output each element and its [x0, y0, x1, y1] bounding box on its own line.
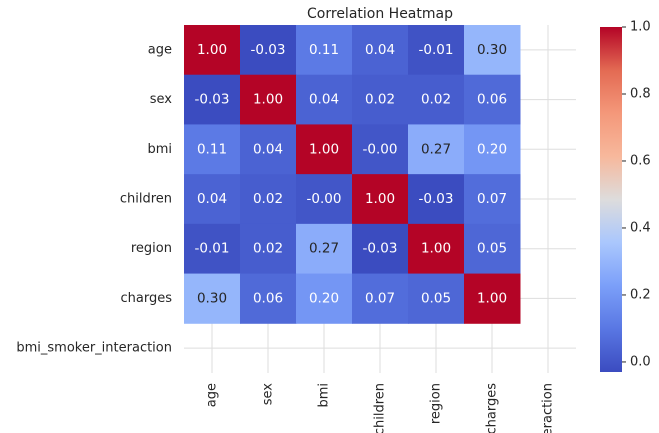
heatmap-cell: [352, 223, 409, 275]
cell-label: 0.05: [477, 241, 507, 257]
cell-label: -0.00: [363, 141, 398, 157]
heatmap-cell: [296, 174, 353, 225]
cell-label: 0.04: [365, 42, 395, 58]
x-tick-label: region: [429, 383, 444, 424]
cell-label: 0.05: [421, 290, 451, 306]
cell-label: -0.01: [195, 241, 230, 257]
y-tick-label: age: [148, 42, 172, 57]
x-tick-label: bmi_smoker_interaction: [541, 383, 556, 433]
heatmap-cell: [408, 273, 465, 324]
heatmap-cell: [464, 25, 521, 76]
y-tick-label: charges: [121, 291, 173, 306]
cell-label: 1.00: [365, 191, 395, 207]
cell-label: -0.03: [195, 92, 230, 108]
cell-label: 0.04: [197, 191, 227, 207]
heatmap-cell: [296, 223, 353, 275]
cell-label: 0.06: [477, 92, 507, 108]
heatmap-cell: [408, 174, 465, 225]
heatmap-cell: [240, 223, 297, 275]
cell-label: 0.27: [421, 141, 451, 157]
heatmap-cell: [296, 124, 353, 175]
y-tick-label: children: [120, 192, 172, 207]
heatmap-cell: [352, 174, 409, 225]
heatmap-cell: [184, 223, 241, 275]
colorbar-tick-label: 0.2: [630, 287, 651, 302]
colorbar-tick-label: 0.6: [630, 153, 651, 168]
cell-label: 0.11: [309, 42, 339, 58]
cell-label: 1.00: [477, 290, 507, 306]
heatmap-cell: [464, 223, 521, 275]
x-tick-label: age: [205, 383, 220, 407]
colorbar-tick-label: 0.8: [630, 86, 651, 101]
cell-label: 1.00: [197, 42, 227, 58]
heatmap-cell: [240, 124, 297, 175]
colorbar-tick-label: 0.0: [630, 354, 651, 369]
cell-label: 0.20: [477, 141, 507, 157]
heatmap-cell: [352, 25, 409, 76]
heatmap-cell: [184, 25, 241, 76]
cell-label: 0.07: [365, 290, 395, 306]
heatmap-cell: [408, 124, 465, 175]
heatmap-cell: [184, 174, 241, 225]
heatmap-cell: [352, 124, 409, 175]
y-tick-label: region: [131, 241, 172, 256]
cell-label: 0.27: [309, 241, 339, 257]
cell-label: 0.02: [421, 92, 451, 108]
heatmap-cell: [240, 174, 297, 225]
cell-label: -0.03: [251, 42, 286, 58]
cell-label: 0.30: [477, 42, 507, 58]
x-tick-label: bmi: [317, 383, 332, 408]
heatmap-cell: [240, 25, 297, 76]
cell-label: 1.00: [253, 92, 283, 108]
heatmap-cell: [296, 74, 353, 125]
cell-label: 0.02: [365, 92, 395, 108]
heatmap-cell: [296, 273, 353, 324]
cell-label: 0.06: [253, 290, 283, 306]
heatmap-cell: [464, 273, 521, 324]
heatmap-cell: [184, 124, 241, 175]
cell-label: 0.04: [309, 92, 339, 108]
colorbar-tick-label: 0.4: [630, 220, 651, 235]
cell-label: -0.03: [363, 241, 398, 257]
y-tick-label: bmi_smoker_interaction: [16, 341, 172, 356]
heatmap-cell: [408, 223, 465, 275]
heatmap-cell: [184, 74, 241, 125]
cell-label: 1.00: [421, 241, 451, 257]
x-tick-label: charges: [485, 383, 500, 433]
y-tick-label: bmi: [147, 142, 172, 157]
heatmap-cell: [464, 74, 521, 125]
heatmap-cell: [464, 124, 521, 175]
heatmap-cell: [464, 174, 521, 225]
colorbar-tick-label: 1.0: [630, 20, 651, 35]
cell-label: -0.03: [419, 191, 454, 207]
cell-label: -0.01: [419, 42, 454, 58]
cell-label: 0.02: [253, 241, 283, 257]
x-tick-label: sex: [261, 383, 276, 406]
cell-label: 0.02: [253, 191, 283, 207]
heatmap-cell: [352, 74, 409, 125]
heatmap-cell: [184, 273, 241, 324]
chart-title: Correlation Heatmap: [307, 6, 453, 22]
heatmap-cell: [352, 273, 409, 324]
x-tick-label: children: [373, 383, 388, 433]
y-tick-label: sex: [150, 92, 173, 107]
heatmap-cell: [296, 25, 353, 76]
heatmap-cell: [240, 273, 297, 324]
heatmap-cell: [408, 74, 465, 125]
cell-label: 0.30: [197, 290, 227, 306]
cell-label: -0.00: [307, 191, 342, 207]
heatmap-cell: [408, 25, 465, 76]
cell-label: 0.20: [309, 290, 339, 306]
colorbar: [600, 27, 622, 372]
cell-label: 0.04: [253, 141, 283, 157]
cell-label: 1.00: [309, 141, 339, 157]
cell-label: 0.11: [197, 141, 227, 157]
cell-label: 0.07: [477, 191, 507, 207]
heatmap-cell: [240, 74, 297, 125]
